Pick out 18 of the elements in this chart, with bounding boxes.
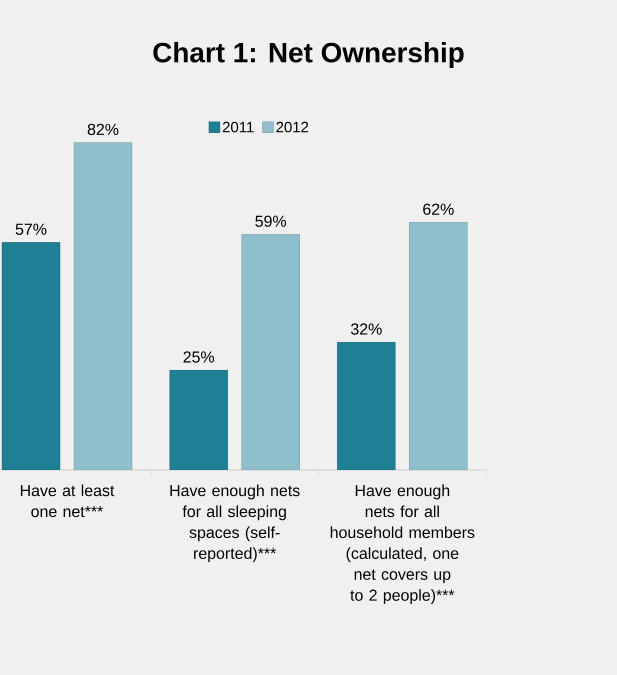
legend-label: 2012	[276, 122, 308, 132]
x-tick-label: Have at least one net***	[20, 484, 114, 518]
chart-title: Chart 1: Net Ownership	[153, 42, 464, 68]
bar	[241, 234, 300, 470]
data-label: 62%	[423, 204, 454, 215]
x-tick-label: Have enough nets for all sleeping spaces (self-reported)***	[170, 484, 300, 562]
x-tick-label: Have enough nets for all household members (calculated, one net covers up to 2 people)***	[330, 484, 474, 604]
bar	[2, 242, 60, 470]
bar	[337, 342, 396, 470]
data-label: 32%	[350, 323, 382, 335]
data-label: 59%	[255, 216, 286, 227]
data-label: 82%	[88, 124, 118, 136]
bar	[169, 370, 228, 470]
bar	[74, 142, 132, 470]
data-label: 57%	[16, 224, 46, 235]
legend-label: 2011	[222, 122, 254, 132]
bar	[409, 222, 468, 470]
data-label: 25%	[184, 351, 214, 363]
